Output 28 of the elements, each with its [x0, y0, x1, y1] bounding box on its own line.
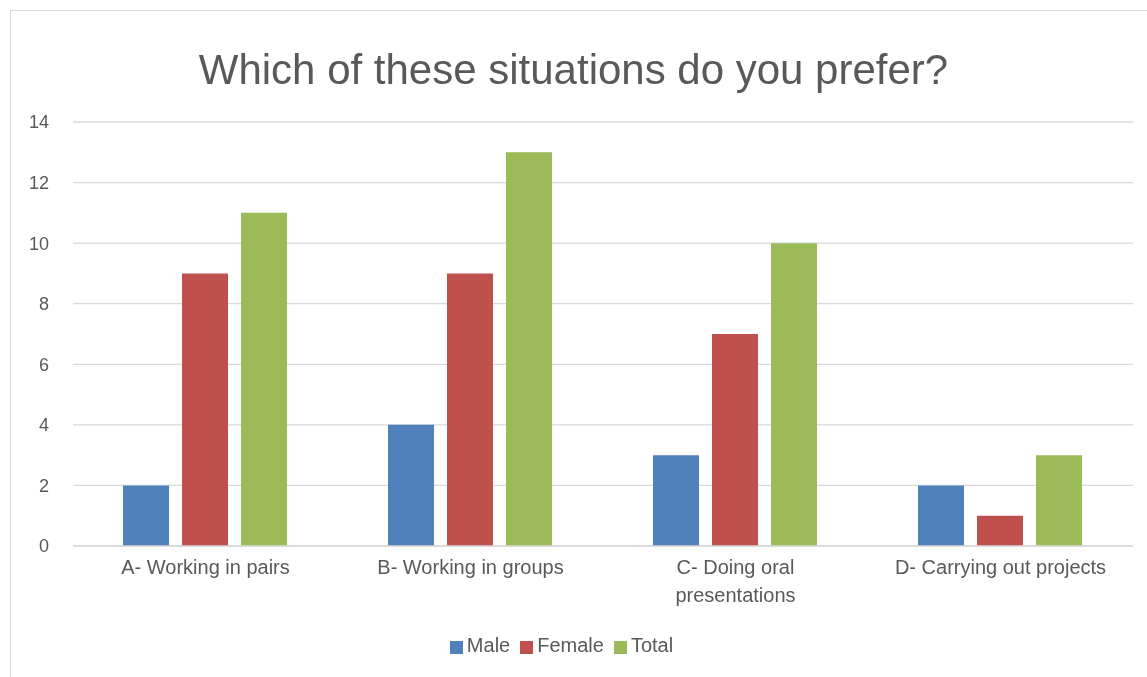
bar: [506, 152, 552, 546]
bar: [447, 273, 493, 546]
bar: [771, 243, 817, 546]
y-tick-label: 14: [28, 112, 49, 133]
bar: [182, 273, 228, 546]
y-tick-label: 0: [38, 536, 49, 557]
legend-label: Female: [537, 634, 604, 656]
bar: [977, 515, 1023, 546]
y-tick-label: 2: [38, 475, 49, 496]
y-tick-label: 12: [28, 172, 49, 193]
bar: [123, 485, 169, 546]
y-tick-label: 10: [28, 233, 49, 254]
legend-label: Total: [630, 634, 674, 656]
bar: [653, 455, 699, 546]
bar: [1036, 455, 1082, 546]
bar: [241, 212, 287, 546]
y-tick-label: 4: [38, 415, 49, 436]
chart-title: Which of these situations do you prefer?: [197, 45, 950, 95]
bar: [388, 424, 434, 546]
bar: [712, 334, 758, 546]
legend-label: Male: [466, 634, 511, 656]
y-tick-label: 8: [38, 294, 49, 315]
x-tick-label: C- Doing oral presentations: [675, 556, 796, 606]
bar: [918, 485, 964, 546]
x-tick-label: A- Working in pairs: [121, 556, 290, 578]
y-tick-label: 6: [38, 354, 49, 375]
x-tick-label: D- Carrying out projects: [894, 556, 1107, 578]
x-tick-label: B- Working in groups: [377, 556, 564, 578]
